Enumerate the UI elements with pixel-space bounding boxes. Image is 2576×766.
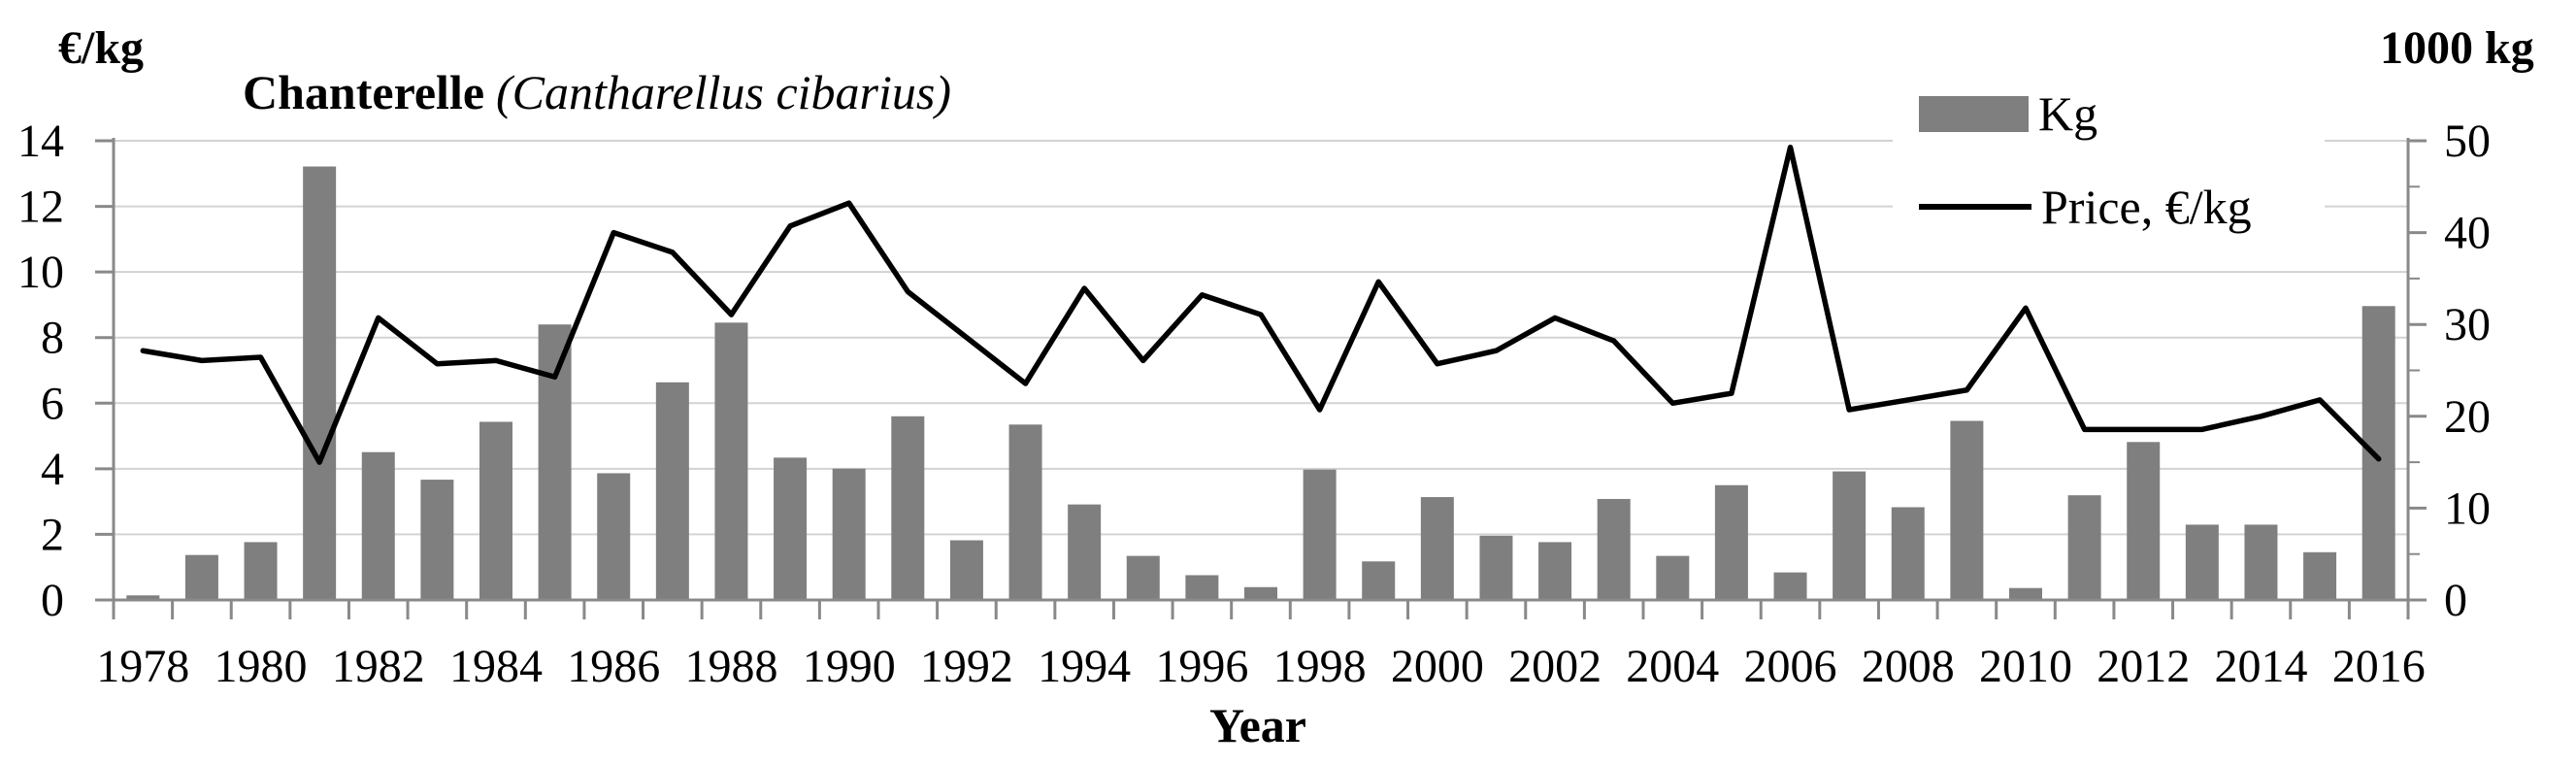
x-tick-label-1984: 1984	[449, 641, 543, 692]
x-tick-label-1992: 1992	[920, 641, 1013, 692]
bar-1985	[538, 324, 572, 600]
bar-1991	[891, 416, 925, 600]
bar-1993	[1008, 424, 1042, 600]
bar-1997	[1244, 586, 1277, 600]
x-tick-label-2014: 2014	[2214, 641, 2307, 692]
bar-2013	[2185, 524, 2219, 600]
left-tick-label-8: 8	[41, 313, 64, 364]
x-tick-label-1988: 1988	[684, 641, 777, 692]
bar-1983	[420, 480, 454, 600]
left-tick-label-10: 10	[17, 247, 64, 298]
x-tick-label-1996: 1996	[1155, 641, 1248, 692]
bar-2011	[2067, 495, 2101, 600]
x-tick-label-1990: 1990	[803, 641, 896, 692]
bar-2009	[1950, 420, 1984, 600]
legend-item-price: Price, €/kg	[1893, 179, 2325, 235]
bar-1980	[244, 542, 278, 600]
x-axis-title: Year	[1209, 698, 1306, 752]
bar-2014	[2244, 524, 2278, 600]
bar-1994	[1068, 504, 1102, 600]
x-tick-label-1978: 1978	[96, 641, 189, 692]
bar-2003	[1597, 498, 1631, 600]
bar-2001	[1479, 535, 1513, 600]
legend-label-kg: Kg	[2038, 86, 2098, 141]
left-tick-label-2: 2	[41, 509, 64, 560]
x-tick-label-2002: 2002	[1508, 641, 1602, 692]
bar-1995	[1126, 555, 1160, 600]
left-tick-label-4: 4	[41, 444, 64, 495]
left-tick-label-14: 14	[17, 116, 64, 167]
x-tick-label-1986: 1986	[567, 641, 660, 692]
bar-1988	[714, 322, 748, 600]
chart-title: Chanterelle (Cantharellus cibarius)	[243, 64, 951, 120]
bar-1978	[126, 595, 160, 600]
bar-2004	[1656, 555, 1690, 600]
bar-2002	[1538, 542, 1572, 600]
x-tick-label-2012: 2012	[2097, 641, 2190, 692]
left-tick-label-0: 0	[41, 575, 64, 626]
bar-1992	[949, 540, 983, 600]
bar-2006	[1773, 572, 1807, 600]
x-tick-label-2006: 2006	[1744, 641, 1837, 692]
bar-1989	[774, 457, 808, 600]
right-tick-label-20: 20	[2444, 391, 2491, 443]
bar-1984	[479, 421, 512, 600]
x-tick-label-1994: 1994	[1038, 641, 1131, 692]
bar-1986	[597, 473, 631, 600]
x-tick-label-2004: 2004	[1626, 641, 1719, 692]
bar-1979	[184, 554, 218, 600]
bar-2008	[1891, 507, 1925, 600]
legend: Kg Price, €/kg	[1893, 76, 2325, 249]
bar-2015	[2303, 551, 2337, 600]
left-tick-label-12: 12	[17, 182, 64, 233]
bar-2005	[1714, 484, 1748, 600]
right-tick-label-10: 10	[2444, 483, 2491, 534]
bar-2016	[2361, 306, 2395, 600]
chart-title-main: Chanterelle	[243, 65, 485, 119]
right-tick-label-30: 30	[2444, 299, 2491, 350]
x-tick-label-1998: 1998	[1273, 641, 1367, 692]
left-axis-unit-label: €/kg	[58, 22, 145, 74]
line-swatch-icon	[1919, 204, 2031, 210]
right-tick-label-50: 50	[2444, 116, 2491, 167]
legend-item-kg: Kg	[1893, 85, 2325, 142]
x-tick-label-2016: 2016	[2332, 641, 2426, 692]
x-tick-label-2010: 2010	[1979, 641, 2072, 692]
x-tick-label-1982: 1982	[332, 641, 425, 692]
right-tick-label-40: 40	[2444, 208, 2491, 259]
x-tick-label-1980: 1980	[215, 641, 308, 692]
legend-label-price: Price, €/kg	[2041, 180, 2252, 234]
bar-1981	[303, 166, 337, 600]
bar-2000	[1420, 497, 1454, 600]
bar-1982	[361, 451, 395, 600]
bar-1987	[655, 382, 689, 600]
bar-2012	[2127, 442, 2161, 600]
right-tick-label-0: 0	[2444, 575, 2467, 626]
x-tick-label-2008: 2008	[1862, 641, 1955, 692]
bar-swatch-icon	[1919, 95, 2029, 132]
x-tick-label-2000: 2000	[1391, 641, 1484, 692]
price-line	[140, 145, 2382, 465]
left-tick-label-6: 6	[41, 378, 64, 429]
right-axis-unit-label: 1000 kg	[2380, 22, 2534, 74]
bar-1999	[1362, 561, 1396, 600]
bar-2007	[1833, 471, 1866, 600]
bar-1998	[1303, 469, 1337, 600]
bar-2010	[2009, 587, 2042, 600]
bar-1990	[832, 468, 866, 600]
bar-1996	[1185, 575, 1219, 600]
chart-title-latin: (Cantharellus cibarius)	[496, 65, 952, 119]
